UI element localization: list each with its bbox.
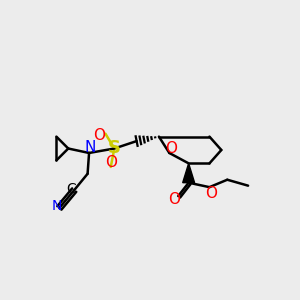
- Polygon shape: [183, 164, 195, 183]
- Text: S: S: [108, 139, 121, 157]
- Text: N: N: [85, 140, 96, 155]
- Text: C: C: [66, 182, 76, 196]
- Text: O: O: [105, 155, 117, 170]
- Text: O: O: [205, 186, 217, 201]
- Text: O: O: [168, 192, 180, 207]
- Text: N: N: [51, 200, 62, 214]
- Text: O: O: [165, 141, 177, 156]
- Text: O: O: [94, 128, 106, 142]
